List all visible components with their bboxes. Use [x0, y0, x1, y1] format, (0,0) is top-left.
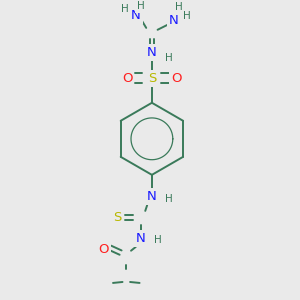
Text: N: N [136, 232, 146, 245]
Text: H: H [136, 1, 144, 11]
Text: N: N [147, 190, 157, 203]
Text: H: H [154, 235, 161, 245]
Text: S: S [148, 72, 156, 85]
Text: H: H [165, 53, 173, 63]
Text: H: H [121, 4, 128, 14]
Text: O: O [171, 72, 182, 85]
Text: H: H [183, 11, 191, 21]
Text: O: O [122, 72, 133, 85]
Text: S: S [114, 211, 122, 224]
Text: H: H [165, 194, 173, 205]
Text: N: N [131, 9, 141, 22]
Text: O: O [98, 243, 109, 256]
Text: N: N [169, 14, 178, 27]
Text: N: N [147, 46, 157, 59]
Text: H: H [175, 2, 182, 12]
